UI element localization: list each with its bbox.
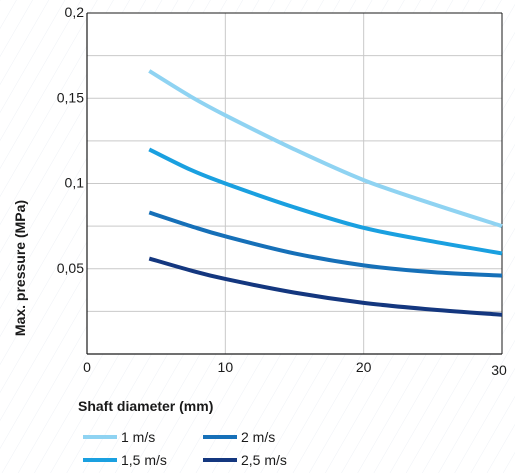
tick-labels: 0 10 20 30 0,05 0,1 0,15 0,2: [57, 4, 507, 378]
series-line-1: [148, 69, 503, 229]
series-group: [148, 69, 503, 317]
x-tick-label: 30: [491, 362, 507, 378]
axes: [86, 12, 503, 355]
y-axis-title: Max. pressure (MPa): [12, 200, 28, 336]
grid: [87, 13, 502, 354]
y-tick-label: 0,05: [57, 260, 84, 276]
x-tick-label: 0: [83, 359, 91, 375]
legend-label: 1,5 m/s: [121, 452, 167, 468]
legend-label: 2,5 m/s: [241, 452, 287, 468]
x-tick-label: 20: [356, 359, 372, 375]
y-tick-label: 0,2: [65, 4, 85, 20]
series-line-4: [148, 256, 503, 317]
y-tick-label: 0,1: [65, 175, 85, 191]
series-line-2: [148, 147, 503, 256]
series-line-3: [148, 210, 503, 278]
x-tick-label: 10: [218, 359, 234, 375]
x-axis-title: Shaft diameter (mm): [78, 398, 213, 414]
legend: 1 m/s 1,5 m/s 2 m/s 2,5 m/s: [83, 429, 287, 468]
y-tick-label: 0,15: [57, 89, 84, 105]
legend-label: 1 m/s: [121, 429, 155, 445]
legend-label: 2 m/s: [241, 429, 275, 445]
